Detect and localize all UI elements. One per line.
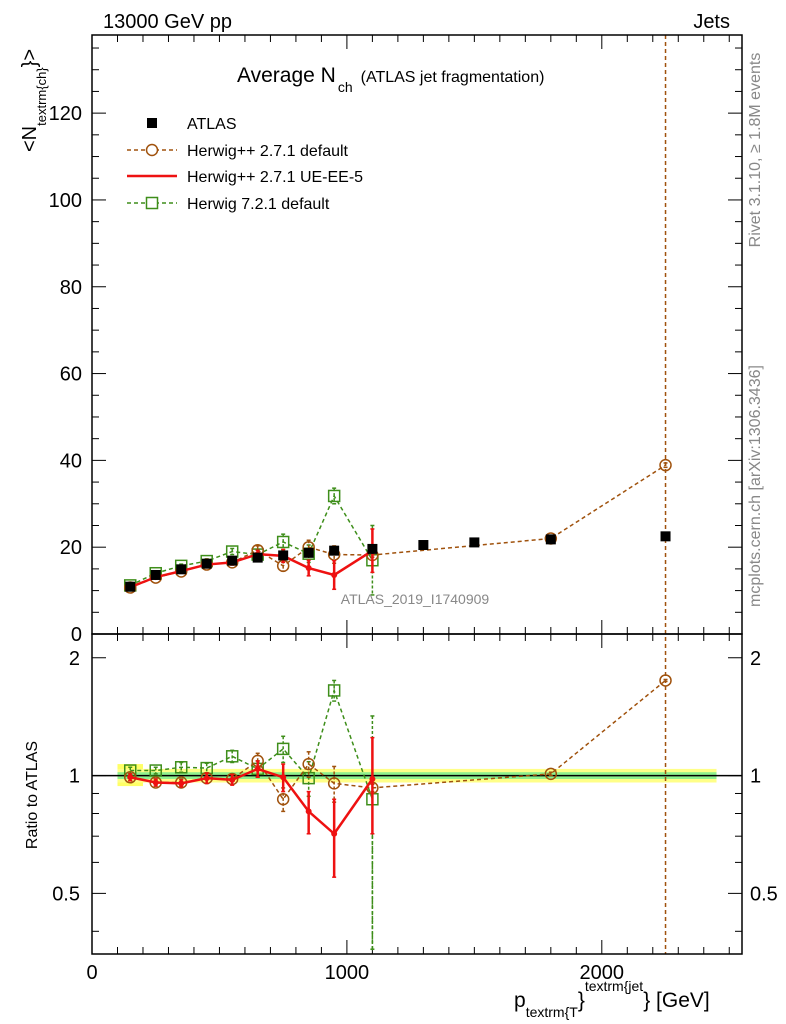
- ue-ee5-point: [178, 780, 185, 787]
- ue-ee5-point: [331, 571, 338, 578]
- herwig7-point: [174, 761, 188, 774]
- series-line: [129, 549, 374, 589]
- atlas-point: [252, 552, 263, 563]
- ratio-tick-label: 0.5: [52, 883, 80, 905]
- ue-ee5-point: [331, 830, 338, 837]
- herwig7-point: [276, 742, 290, 756]
- herwig7-point: [276, 535, 290, 549]
- herwig-default-point: [659, 458, 672, 472]
- x-tick-label: 0: [86, 962, 97, 984]
- series-line: [129, 494, 374, 587]
- chart-title-extra: (ATLAS jet fragmentation): [361, 69, 545, 86]
- y-tick-label: 100: [49, 190, 82, 212]
- ratio-tick-label-right: 2: [750, 648, 761, 670]
- legend-label: Herwig++ 2.7.1 UE-EE-5: [187, 169, 363, 186]
- y-axis-label: <Ntextrm{ch}}>: [19, 49, 49, 152]
- y-tick-label: 80: [60, 277, 82, 299]
- header-right: Jets: [693, 11, 730, 33]
- ue-ee5-point: [305, 808, 312, 815]
- chart-title-sub: ch: [338, 79, 353, 95]
- ue-ee5-point: [152, 779, 159, 786]
- x-axis-label-brace: }: [578, 989, 585, 1012]
- ue-ee5-point: [305, 565, 312, 572]
- legend-label: Herwig 7.2.1 default: [187, 196, 330, 213]
- series-line: [130, 679, 667, 801]
- y-tick-label: 60: [60, 364, 82, 386]
- ue-ee5-point: [280, 774, 287, 781]
- atlas-point: [367, 543, 378, 554]
- herwig7-point: [149, 764, 162, 777]
- legend-atlas-marker: [147, 118, 157, 128]
- y-tick-label: 40: [60, 450, 82, 472]
- atlas-point: [176, 564, 187, 575]
- series-line: [129, 767, 374, 836]
- herwig-default-point: [302, 757, 315, 771]
- atlas-point: [201, 558, 212, 569]
- herwig-default-point: [276, 792, 290, 806]
- ratio-tick-label: 1: [69, 766, 80, 788]
- ratio-tick-label-right: 1: [750, 766, 761, 788]
- atlas-point: [125, 581, 136, 592]
- atlas-point: [329, 545, 340, 556]
- atlas-point: [660, 531, 671, 542]
- herwig7-point: [327, 684, 341, 697]
- atlas-point: [227, 555, 238, 566]
- axis-ticks: 0 1000 2000 0 20 40 60 80 100 120 0.5 0.5 1 1 2 2: [49, 35, 778, 984]
- y-axis-label-close: }>: [19, 49, 41, 67]
- y-tick-label: 120: [49, 103, 82, 125]
- ratio-tick-label: 2: [69, 648, 80, 670]
- atlas-point: [278, 550, 289, 561]
- x-axis-label: ptextrm{T}textrm{jet} [GeV]: [514, 978, 710, 1020]
- ue-ee5-point: [369, 775, 376, 782]
- y-tick-label: 20: [60, 537, 82, 559]
- atlas-point: [150, 569, 161, 580]
- herwig7-point: [327, 489, 341, 503]
- ratio-plot-frame: [91, 633, 743, 955]
- legend-circle-marker: [145, 143, 159, 157]
- x-axis-label-p: p: [514, 989, 526, 1012]
- y-axis-label-sub: textrm{ch}: [34, 67, 49, 126]
- x-tick-label: 1000: [325, 962, 370, 984]
- y-axis-label-main: <N: [19, 126, 41, 152]
- legend: ATLAS Herwig++ 2.7.1 default Herwig++ 2.7.…: [127, 116, 363, 213]
- ue-ee5-point: [203, 775, 210, 782]
- atlas-point: [545, 534, 556, 545]
- ratio-y-axis-label: Ratio to ATLAS: [24, 741, 41, 849]
- herwig-default-point: [327, 777, 341, 790]
- x-axis-label-sub: textrm{T: [526, 1004, 579, 1020]
- atlas-point: [469, 537, 480, 548]
- herwig-default-point: [544, 767, 558, 781]
- ue-ee5-point: [127, 774, 134, 781]
- legend-label: ATLAS: [187, 116, 237, 133]
- legend-square-marker: [145, 196, 159, 210]
- chart-title-main: Average N: [237, 64, 336, 87]
- ratio-tick-label-right: 0.5: [750, 883, 778, 905]
- x-axis-label-sup: textrm{jet: [585, 978, 643, 994]
- atlas-point: [303, 547, 314, 558]
- x-tick-label: 2000: [580, 962, 625, 984]
- ue-ee5-point: [254, 765, 261, 772]
- rivet-label: Rivet 3.1.10, ≥ 1.8M events: [747, 53, 764, 248]
- main-plot-data: [123, 35, 672, 954]
- herwig-default-point: [659, 674, 672, 687]
- atlas-point: [418, 540, 429, 551]
- ratio-plot-data: [123, 674, 672, 954]
- header-left: 13000 GeV pp: [103, 11, 232, 33]
- series-line: [130, 687, 374, 800]
- mcplots-label: mcplots.cern.ch [arXiv:1306.3436]: [747, 365, 764, 607]
- y-tick-label: 0: [71, 624, 82, 646]
- ue-ee5-point: [229, 776, 236, 783]
- x-axis-label-unit: } [GeV]: [643, 989, 710, 1012]
- legend-label: Herwig++ 2.7.1 default: [187, 143, 349, 160]
- analysis-label: ATLAS_2019_I1740909: [341, 591, 490, 607]
- herwig7-point: [225, 750, 239, 763]
